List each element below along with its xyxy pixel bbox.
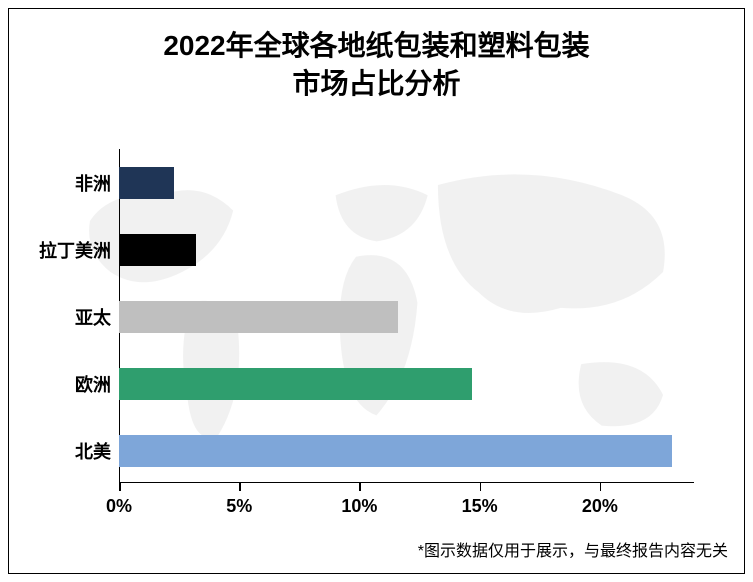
chart-title-line2: 市场占比分析 — [9, 65, 744, 103]
chart-frame: 2022年全球各地纸包装和塑料包装 市场占比分析 非洲拉丁美洲亚太欧洲北美 0%… — [8, 8, 745, 574]
bar — [119, 234, 196, 266]
bar — [119, 435, 672, 467]
category-label: 北美 — [75, 438, 111, 464]
category-label: 欧洲 — [75, 371, 111, 397]
bar — [119, 301, 398, 333]
x-axis-line — [119, 482, 694, 483]
bar-row — [119, 301, 398, 333]
x-tick-label: 5% — [226, 496, 252, 517]
category-label: 非洲 — [75, 170, 111, 196]
chart-title: 2022年全球各地纸包装和塑料包装 市场占比分析 — [9, 9, 744, 103]
y-axis-labels: 非洲拉丁美洲亚太欧洲北美 — [9, 149, 119, 483]
plot-area: 0%5%10%15%20% — [119, 149, 694, 483]
x-tick-label: 10% — [341, 496, 377, 517]
x-tick — [359, 483, 361, 491]
category-label: 拉丁美洲 — [39, 237, 111, 263]
x-tick — [119, 483, 121, 491]
x-tick-label: 0% — [106, 496, 132, 517]
chart-footnote: *图示数据仅用于展示，与最终报告内容无关 — [418, 537, 728, 561]
bar — [119, 167, 174, 199]
bar-row — [119, 234, 196, 266]
x-tick-label: 15% — [462, 496, 498, 517]
category-label: 亚太 — [75, 304, 111, 330]
bar — [119, 368, 472, 400]
bar-row — [119, 167, 174, 199]
bar-row — [119, 435, 672, 467]
x-tick — [480, 483, 482, 491]
x-tick — [239, 483, 241, 491]
chart-title-line1: 2022年全球各地纸包装和塑料包装 — [9, 27, 744, 65]
x-tick-label: 20% — [582, 496, 618, 517]
x-tick — [600, 483, 602, 491]
bar-row — [119, 368, 472, 400]
